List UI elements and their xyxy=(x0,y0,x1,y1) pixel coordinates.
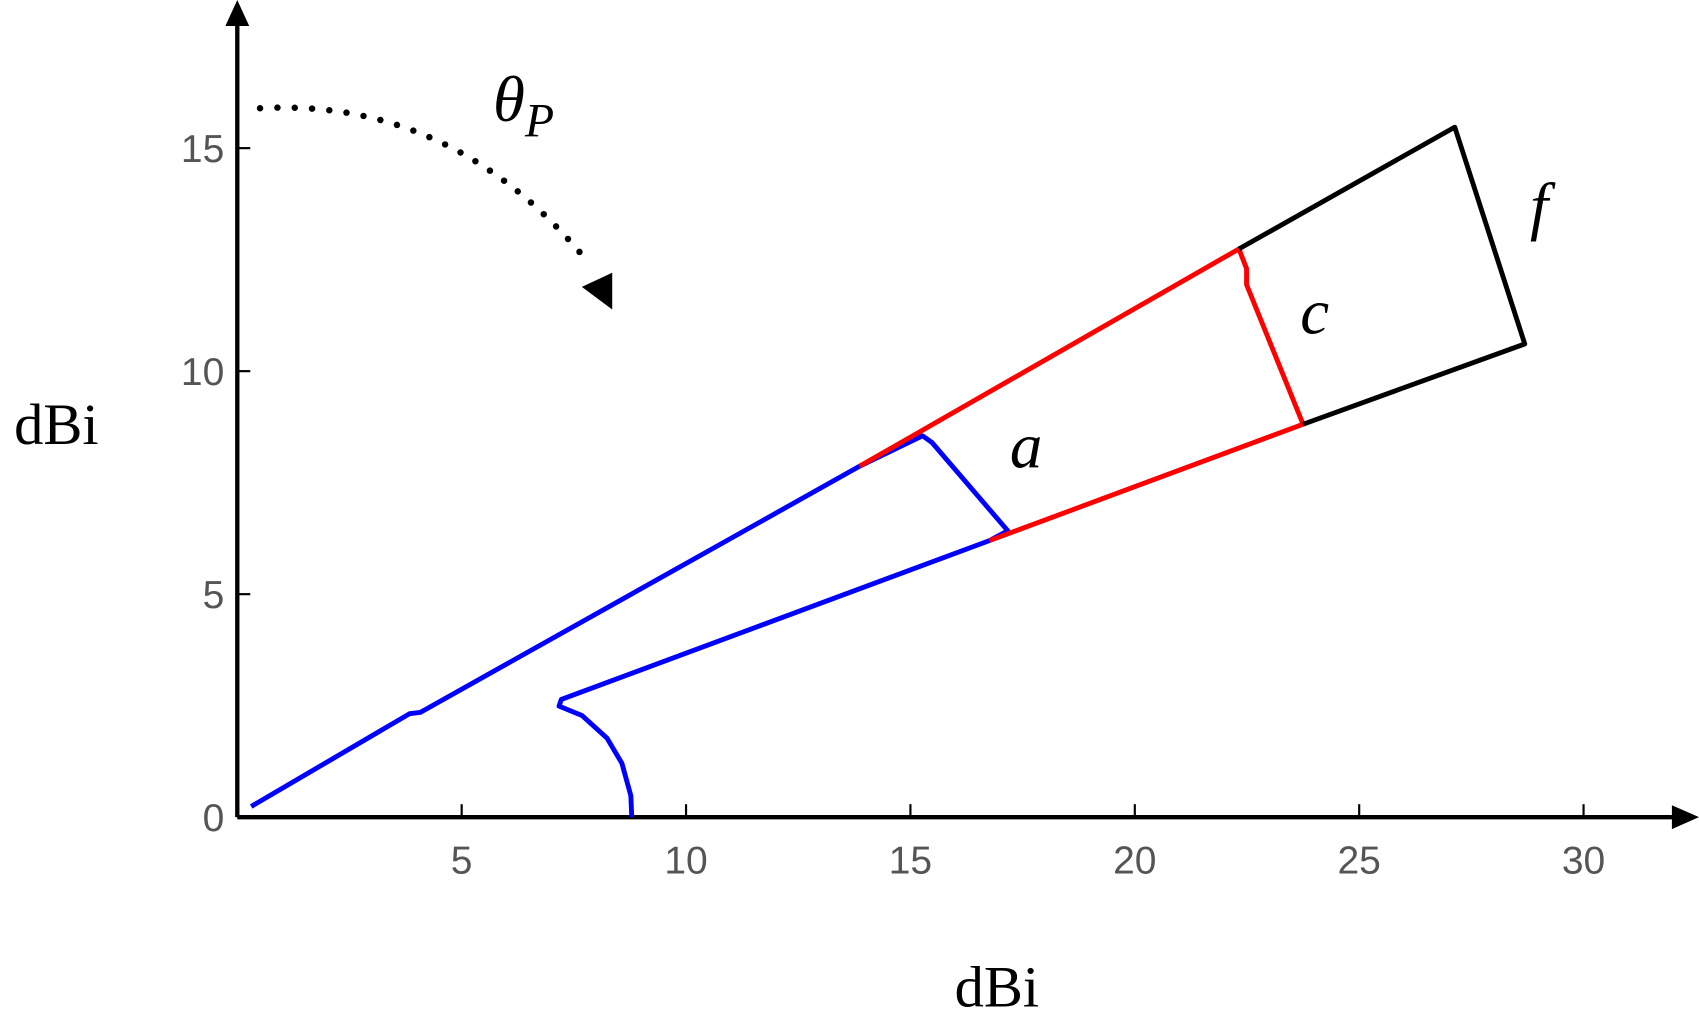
annotation: f xyxy=(1530,170,1556,242)
y-tick-label: 5 xyxy=(203,574,225,617)
y-tick-label: 10 xyxy=(181,351,224,394)
x-tick-label: 20 xyxy=(1113,839,1156,882)
x-tick-label: 30 xyxy=(1562,839,1605,882)
x-axis-label: dBi xyxy=(955,955,1040,1012)
x-tick-label: 15 xyxy=(889,839,932,882)
annotation-sub: P xyxy=(524,95,554,147)
x-tick-label: 10 xyxy=(664,839,707,882)
rotation-arrow xyxy=(581,272,613,310)
annotation: θP xyxy=(493,64,554,147)
series-line xyxy=(858,246,1306,543)
y-axis-label: dBi xyxy=(14,392,99,457)
rotation-arc xyxy=(256,104,594,269)
annotation-text: θ xyxy=(493,64,525,136)
annotation: c xyxy=(1300,276,1329,348)
y-axis-arrow xyxy=(225,0,250,26)
series-line xyxy=(1237,124,1528,427)
x-tick-label: 25 xyxy=(1337,839,1380,882)
y-tick-label: 15 xyxy=(181,128,224,171)
series-line xyxy=(249,433,1011,818)
x-axis-arrow xyxy=(1671,805,1699,830)
y-tick-label: 0 xyxy=(203,797,225,840)
annotation: a xyxy=(1010,411,1043,483)
x-tick-label: 5 xyxy=(451,839,473,882)
